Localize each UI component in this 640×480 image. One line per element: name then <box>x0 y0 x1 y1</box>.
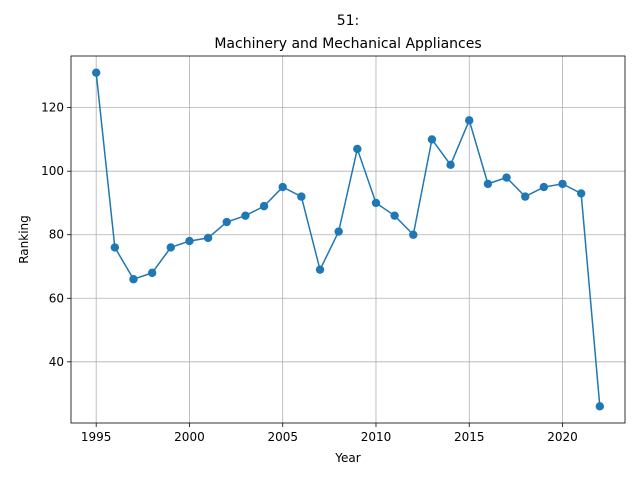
data-point <box>576 189 586 198</box>
x-tick-label: 2005 <box>267 430 298 444</box>
data-point <box>595 402 605 411</box>
data-point <box>483 179 493 189</box>
grid-layer <box>71 56 625 423</box>
data-point <box>390 211 399 220</box>
data-point <box>166 243 175 252</box>
data-point <box>502 173 511 182</box>
data-point <box>446 160 455 170</box>
data-point <box>427 135 437 144</box>
x-tick-label: 2010 <box>361 430 392 444</box>
x-tick-label: 1995 <box>81 430 112 444</box>
data-point <box>203 233 213 243</box>
data-point <box>222 217 231 227</box>
data-point <box>91 68 101 77</box>
y-tick-label: 40 <box>49 355 64 369</box>
tick-layer: 1995 2000 2005 2010 2015 2020 40 60 80 100 120 <box>41 101 578 444</box>
data-point <box>539 182 549 192</box>
data-point <box>521 192 530 201</box>
x-tick-label: 2000 <box>174 430 205 444</box>
x-tick-label: 2020 <box>547 430 578 444</box>
y-tick-label: 120 <box>41 101 64 115</box>
data-point <box>334 227 343 236</box>
data-point <box>110 243 120 252</box>
data-point <box>278 182 287 192</box>
x-axis-label: Year <box>334 451 360 465</box>
data-point <box>465 116 474 125</box>
data-point <box>185 236 194 246</box>
series-layer <box>91 68 605 411</box>
y-tick-label: 80 <box>49 228 64 242</box>
y-tick-label: 100 <box>41 164 64 178</box>
y-tick-label: 60 <box>49 291 64 305</box>
data-point <box>259 201 269 211</box>
chart-title-line-1: 51: <box>337 13 360 29</box>
data-point <box>147 268 157 278</box>
series-line <box>95 72 601 407</box>
data-point <box>558 179 567 189</box>
x-tick-label: 2015 <box>454 430 485 444</box>
plot-frame <box>70 55 626 424</box>
chart-title-line-2: Machinery and Mechanical Appliances <box>214 36 481 52</box>
data-point <box>129 275 138 284</box>
y-axis-label: Ranking <box>17 215 31 264</box>
data-point <box>353 144 362 154</box>
data-point <box>241 211 250 220</box>
data-point <box>297 192 306 201</box>
data-point <box>409 230 418 239</box>
data-point <box>371 198 381 208</box>
data-point <box>315 265 325 274</box>
